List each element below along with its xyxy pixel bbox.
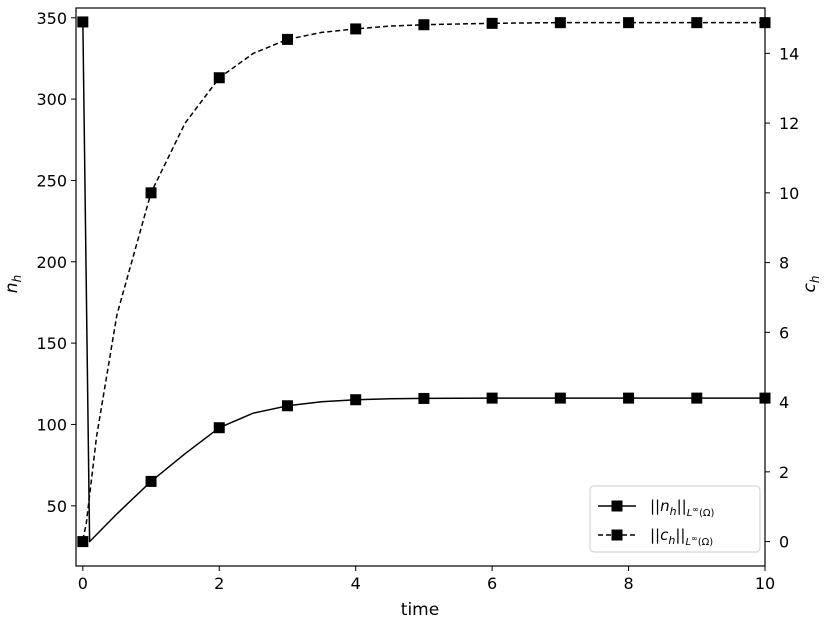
series-line-c-h <box>82 21 765 540</box>
series-marker-c-h <box>418 19 430 31</box>
series-line-n-h <box>82 17 765 543</box>
y-right-tick-label: 6 <box>779 323 789 342</box>
y-left-tick-label: 50 <box>47 497 67 516</box>
series-marker-c-h <box>486 17 498 29</box>
x-tick-label: 0 <box>78 574 88 593</box>
series-marker-c-h <box>691 17 703 29</box>
y-right-tick-label: 8 <box>779 254 789 273</box>
series-marker-n-h <box>77 536 89 548</box>
x-tick-label: 4 <box>351 574 361 593</box>
series-marker-n-h <box>418 392 430 404</box>
series-marker-c-h <box>77 16 89 28</box>
legend-c-label: ||ch||L∞(Ω) <box>650 526 713 548</box>
legend: ||nh||L∞(Ω) ||ch||L∞(Ω) <box>589 485 761 553</box>
legend-c-label-norm: || <box>675 526 685 544</box>
legend-n-label-sub: h <box>670 505 677 518</box>
series-marker-n-h <box>554 392 566 404</box>
legend-n-label-norm: || <box>677 497 687 515</box>
y-right-tick-label: 14 <box>779 44 799 63</box>
y-left-axis-label-sub: h <box>10 275 24 283</box>
legend-n-label: ||nh||L∞(Ω) <box>650 497 715 519</box>
legend-c-label-sup: ∞ <box>691 534 698 543</box>
x-tick-label: 2 <box>214 574 224 593</box>
y-right-tick-label: 12 <box>779 114 799 133</box>
legend-n-label-main: ||n <box>650 497 670 515</box>
series-marker-n-h <box>213 422 225 434</box>
y-left-axis-label: nh <box>2 275 24 293</box>
legend-c-marker <box>611 529 623 541</box>
series-marker-c-h <box>145 187 157 199</box>
legend-n-marker <box>611 500 623 512</box>
series-marker-n-h <box>759 392 771 404</box>
y-axis-left: 50 100 150 200 250 300 350 <box>36 9 76 516</box>
series-marker-c-h <box>759 17 771 29</box>
x-tick-label: 10 <box>755 574 775 593</box>
y-left-tick-label: 250 <box>36 171 67 190</box>
series-marker-n-h <box>623 392 635 404</box>
legend-c-label-sub: h <box>668 534 675 547</box>
y-right-tick-label: 4 <box>779 393 789 412</box>
y-left-tick-label: 150 <box>36 334 67 353</box>
plot-area <box>75 7 771 567</box>
y-left-tick-label: 350 <box>36 9 67 28</box>
series-marker-n-h <box>350 394 362 406</box>
legend-n-label-space: L <box>687 508 693 519</box>
series-marker-n-h <box>281 400 293 412</box>
y-right-axis-label-main: c <box>800 282 820 292</box>
series-layer <box>77 16 771 548</box>
series-marker-n-h <box>486 392 498 404</box>
series-marker-c-h <box>554 17 566 29</box>
legend-n-label-omega: (Ω) <box>699 508 715 519</box>
y-left-tick-label: 100 <box>36 415 67 434</box>
plot-frame <box>75 7 766 567</box>
series-marker-n-h <box>691 392 703 404</box>
y-right-axis-label-sub: h <box>808 276 822 284</box>
x-tick-label: 6 <box>487 574 497 593</box>
y-left-tick-label: 300 <box>36 90 67 109</box>
y-right-tick-label: 10 <box>779 184 799 203</box>
y-axis-right: 0 2 4 6 8 10 12 14 <box>765 44 799 552</box>
x-tick-label: 8 <box>623 574 633 593</box>
x-axis: 0 2 4 6 8 10 <box>78 566 775 593</box>
x-axis-label: time <box>401 600 439 620</box>
legend-c-label-main: ||c <box>650 526 669 544</box>
y-right-axis-label: ch <box>800 276 822 293</box>
y-right-tick-label: 0 <box>779 533 789 552</box>
series-marker-c-h <box>623 17 635 29</box>
y-left-axis-label-main: n <box>2 282 22 293</box>
y-right-tick-label: 2 <box>779 463 789 482</box>
series-marker-n-h <box>145 475 157 487</box>
legend-n-label-sup: ∞ <box>692 505 699 514</box>
y-left-tick-label: 200 <box>36 253 67 272</box>
series-marker-c-h <box>281 33 293 45</box>
series-marker-c-h <box>350 23 362 35</box>
legend-c-label-space: L <box>685 537 691 548</box>
series-marker-c-h <box>213 72 225 84</box>
legend-c-label-omega: (Ω) <box>698 537 714 548</box>
